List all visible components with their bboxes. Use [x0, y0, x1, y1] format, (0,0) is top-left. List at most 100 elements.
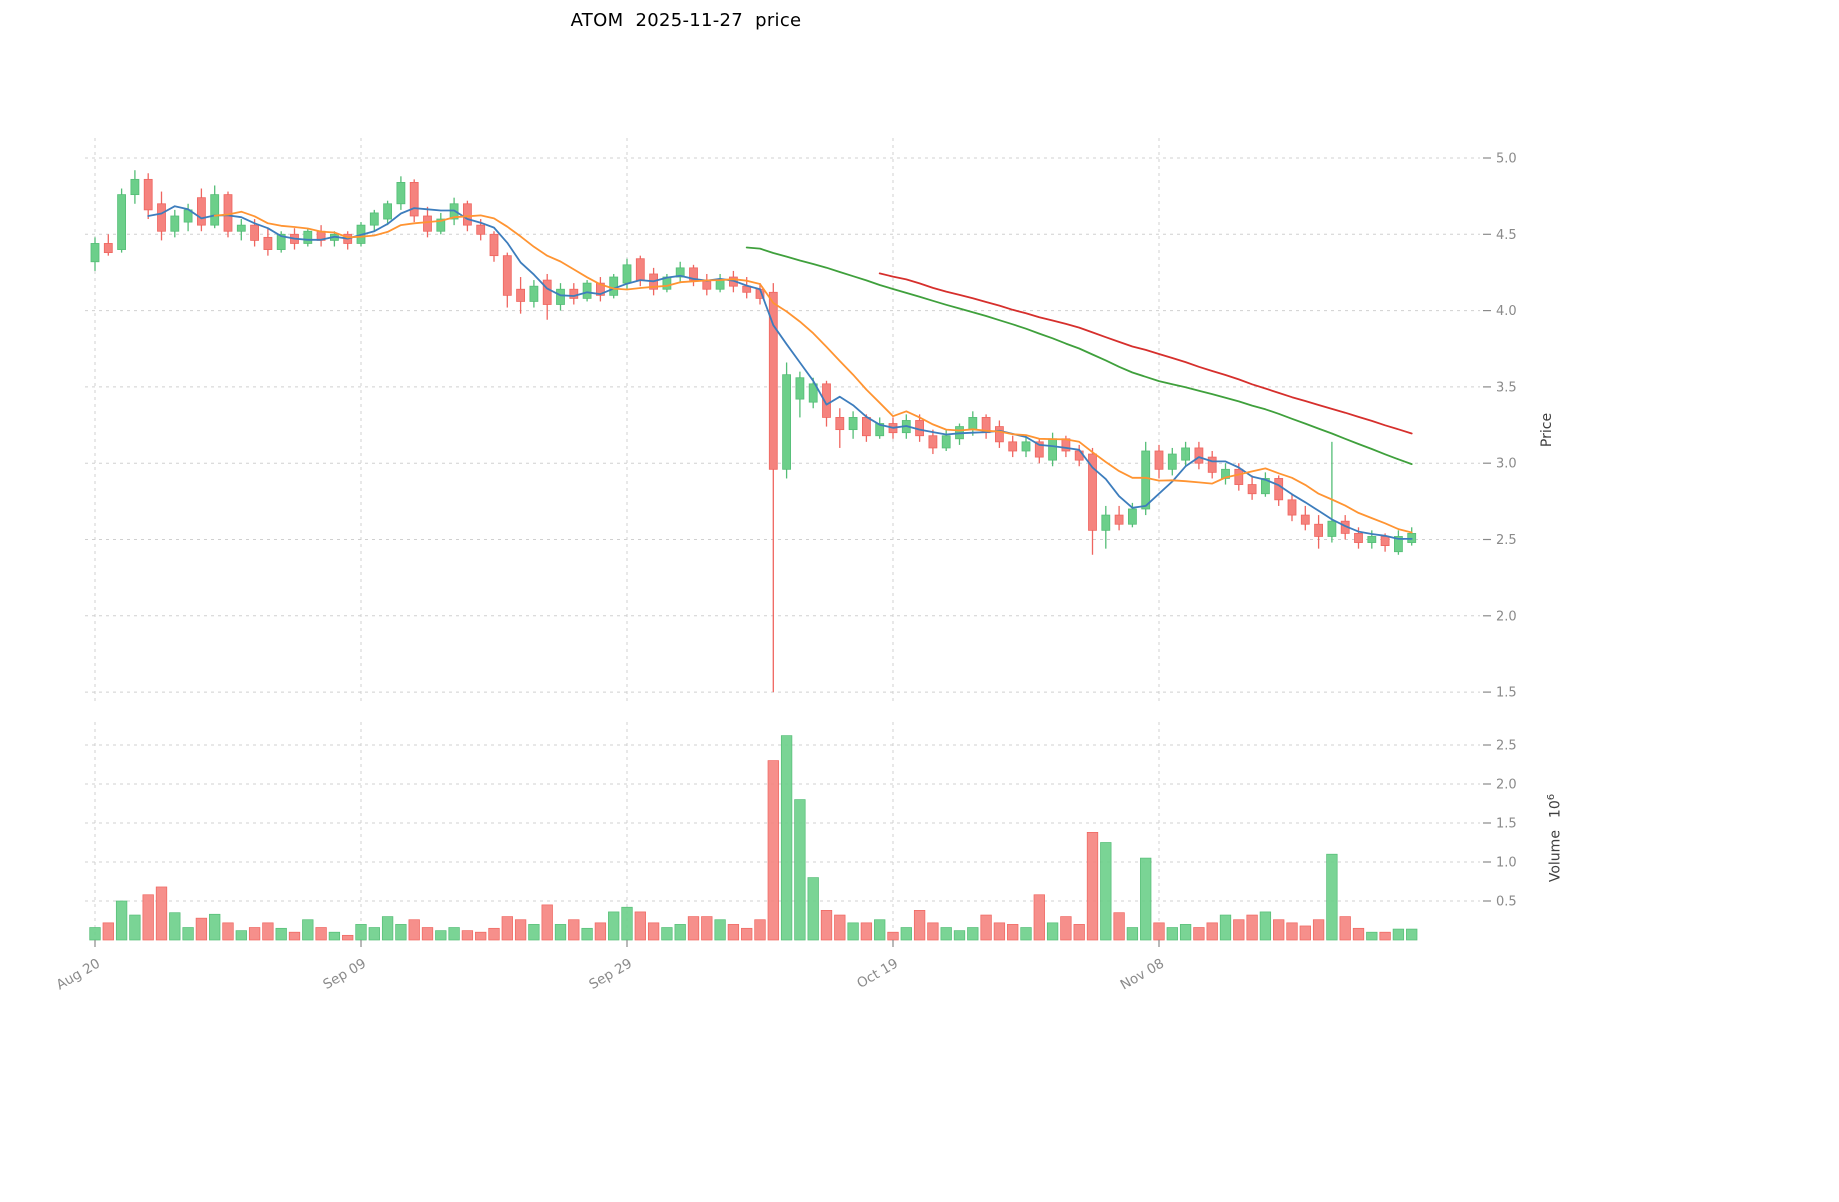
volume-bar	[275, 927, 287, 941]
candle-body	[130, 178, 140, 196]
candle-body	[556, 288, 565, 305]
candle-body	[1114, 514, 1124, 525]
candle-body	[276, 233, 286, 250]
volume-bar	[1233, 919, 1245, 941]
candle-body	[1274, 478, 1284, 501]
candle-body	[409, 182, 419, 217]
volume-bar	[488, 927, 500, 941]
volume-bar	[1020, 927, 1032, 941]
volume-bar	[342, 934, 354, 941]
volume-bar	[1312, 919, 1325, 941]
candle-body	[1034, 441, 1044, 458]
volume-bar	[581, 927, 593, 941]
volume-bar	[687, 916, 700, 941]
volume-bar	[381, 916, 394, 941]
volume-bar	[435, 930, 447, 941]
volume-bar	[1073, 924, 1085, 941]
candle-body	[835, 417, 845, 431]
price-tick-label: 3.5	[1496, 380, 1517, 395]
candle-body	[542, 279, 552, 305]
candle-body	[928, 435, 938, 449]
candle-body	[1314, 523, 1323, 537]
volume-bar	[900, 927, 912, 941]
candle-body	[622, 264, 632, 284]
chart-title: ATOM 2025-11-27 price	[570, 10, 802, 31]
candle-body	[117, 194, 126, 250]
volume-bar	[568, 919, 580, 941]
date-tick-label: Aug 20	[54, 956, 103, 994]
gridlines-layer	[85, 138, 1480, 940]
volume-bar	[102, 922, 114, 941]
candle-body	[170, 215, 180, 232]
volume-bar	[807, 877, 819, 941]
volume-bar	[288, 931, 301, 941]
candle-body	[236, 224, 246, 232]
volume-bar	[355, 924, 367, 941]
candle-body	[582, 282, 592, 299]
candle-body	[103, 243, 113, 254]
candle-body	[383, 203, 393, 220]
candle-body	[875, 423, 885, 437]
candle-body	[1207, 456, 1217, 473]
candle-body	[1327, 520, 1337, 537]
volume-bar	[1193, 927, 1205, 941]
volume-bar	[235, 930, 247, 941]
volume-bar	[262, 922, 274, 941]
candle-body	[675, 267, 685, 278]
candle-body	[1048, 438, 1057, 461]
date-tick-label: Sep 29	[586, 956, 635, 993]
candle-body	[1128, 508, 1137, 525]
volume-bar	[328, 931, 341, 941]
volume-bar	[1339, 916, 1351, 941]
candle-body	[1247, 484, 1257, 495]
price-tick-label: 2.0	[1496, 609, 1517, 624]
volume-bar	[754, 919, 766, 941]
volume-bar	[395, 924, 407, 941]
volume-bar	[913, 910, 926, 941]
candle-body	[1021, 441, 1031, 452]
volume-bar	[993, 922, 1006, 941]
volume-bar	[142, 894, 154, 941]
price-tick-label: 2.5	[1496, 533, 1517, 548]
volume-bar	[1113, 912, 1125, 941]
volume-bar	[115, 900, 128, 941]
candle-body	[822, 383, 831, 418]
candle-body	[263, 236, 273, 250]
volume-bar	[1326, 853, 1338, 941]
candle-body	[369, 212, 379, 226]
volume-bar	[1299, 925, 1311, 941]
candle-body	[1300, 514, 1310, 525]
candle-body	[848, 417, 858, 431]
ma-line-ma10	[213, 210, 1413, 534]
volume-bar	[1366, 931, 1378, 941]
volume-bar	[767, 760, 779, 941]
candle-body	[196, 197, 206, 226]
price-tick-label: 3.0	[1496, 457, 1517, 472]
volume-bar	[475, 931, 487, 941]
volume-bar	[621, 906, 633, 941]
candle-body	[1154, 450, 1164, 470]
volume-bar	[1007, 924, 1019, 941]
volume-bar	[182, 927, 194, 941]
candle-body	[808, 383, 818, 403]
date-tick-label: Oct 19	[854, 956, 901, 992]
volume-bar	[528, 924, 540, 941]
volume-bar	[461, 930, 474, 941]
candle-body	[157, 203, 166, 232]
candle-body	[689, 267, 698, 281]
candle-body	[1141, 450, 1151, 510]
price-tick-label: 4.0	[1496, 304, 1517, 319]
volume-bar	[1060, 916, 1072, 941]
candle-body	[1101, 514, 1111, 531]
volume-tick-label: 2.5	[1496, 739, 1517, 754]
candle-body	[476, 224, 486, 235]
volume-tick-label: 2.0	[1496, 778, 1517, 793]
candle-body	[143, 178, 153, 211]
volume-tick-label: 1.0	[1496, 856, 1517, 871]
candle-body	[1234, 468, 1244, 485]
candle-body	[489, 233, 499, 257]
volume-bar	[594, 922, 607, 941]
volume-bar	[1392, 928, 1405, 941]
volume-bar	[647, 922, 660, 941]
volume-bar	[967, 927, 979, 941]
